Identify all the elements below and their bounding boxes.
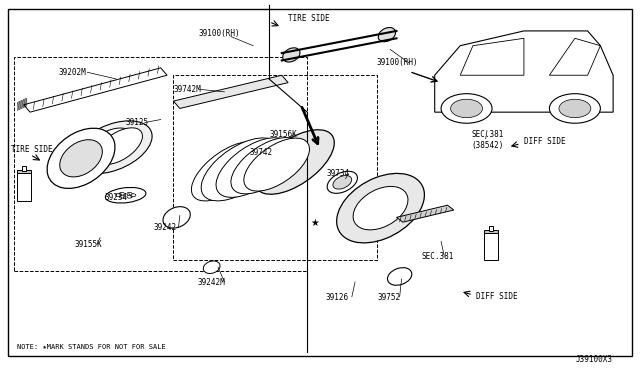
Ellipse shape (333, 176, 352, 189)
Text: SEC.381
(38542): SEC.381 (38542) (472, 130, 504, 150)
Text: J39100X3: J39100X3 (576, 355, 613, 364)
Text: 39742: 39742 (250, 148, 273, 157)
Ellipse shape (163, 207, 190, 228)
Polygon shape (173, 75, 288, 109)
Circle shape (451, 99, 483, 118)
Bar (484, 232, 498, 260)
Circle shape (119, 195, 124, 198)
Circle shape (441, 94, 492, 123)
Ellipse shape (191, 141, 264, 201)
Ellipse shape (283, 48, 300, 62)
Ellipse shape (67, 133, 114, 169)
Text: 39100(RH): 39100(RH) (376, 58, 418, 67)
Bar (489, 225, 493, 231)
Bar (484, 230, 498, 233)
Polygon shape (396, 205, 454, 222)
Ellipse shape (81, 128, 132, 168)
Text: TIRE SIDE: TIRE SIDE (11, 145, 52, 154)
Ellipse shape (96, 128, 143, 164)
Ellipse shape (244, 138, 310, 191)
Ellipse shape (60, 140, 102, 177)
Text: 39242: 39242 (153, 223, 176, 232)
Ellipse shape (337, 173, 424, 243)
Text: 39155K: 39155K (75, 240, 102, 249)
Ellipse shape (216, 138, 290, 198)
Text: ★: ★ (310, 218, 319, 228)
Ellipse shape (106, 187, 146, 203)
Text: 39100(RH): 39100(RH) (199, 29, 241, 38)
Text: DIFF SIDE: DIFF SIDE (476, 292, 518, 301)
Text: 39202M: 39202M (59, 68, 86, 77)
Bar (17, 173, 31, 201)
Text: 39156K: 39156K (269, 130, 297, 139)
Bar (173, 75, 378, 260)
Text: SEC.381: SEC.381 (422, 252, 454, 262)
Ellipse shape (204, 261, 220, 273)
Text: DIFF SIDE: DIFF SIDE (524, 137, 566, 146)
Ellipse shape (231, 138, 301, 194)
Text: 39242M: 39242M (198, 278, 225, 287)
Bar (17, 170, 31, 173)
Ellipse shape (74, 121, 152, 174)
Text: NOTE: ★MARK STANDS FOR NOT FOR SALE: NOTE: ★MARK STANDS FOR NOT FOR SALE (17, 344, 166, 350)
Text: 39234: 39234 (104, 193, 128, 202)
Text: 39734: 39734 (326, 169, 349, 177)
Circle shape (131, 194, 136, 197)
Ellipse shape (378, 28, 396, 42)
Text: 39126: 39126 (325, 293, 348, 302)
Ellipse shape (387, 268, 412, 285)
Bar (14, 57, 307, 271)
Text: 39752: 39752 (378, 293, 401, 302)
Circle shape (127, 195, 132, 198)
Text: 39125: 39125 (125, 118, 148, 127)
Polygon shape (24, 68, 167, 112)
Text: TIRE SIDE: TIRE SIDE (288, 13, 330, 22)
Circle shape (559, 99, 591, 118)
Circle shape (549, 94, 600, 123)
Ellipse shape (47, 128, 115, 188)
Circle shape (115, 194, 120, 197)
Ellipse shape (353, 186, 408, 230)
Circle shape (127, 192, 132, 195)
Text: 39742M: 39742M (173, 85, 201, 94)
Circle shape (119, 192, 124, 195)
Ellipse shape (255, 130, 334, 194)
Ellipse shape (327, 171, 357, 193)
Bar (22, 166, 26, 171)
Ellipse shape (201, 138, 280, 201)
